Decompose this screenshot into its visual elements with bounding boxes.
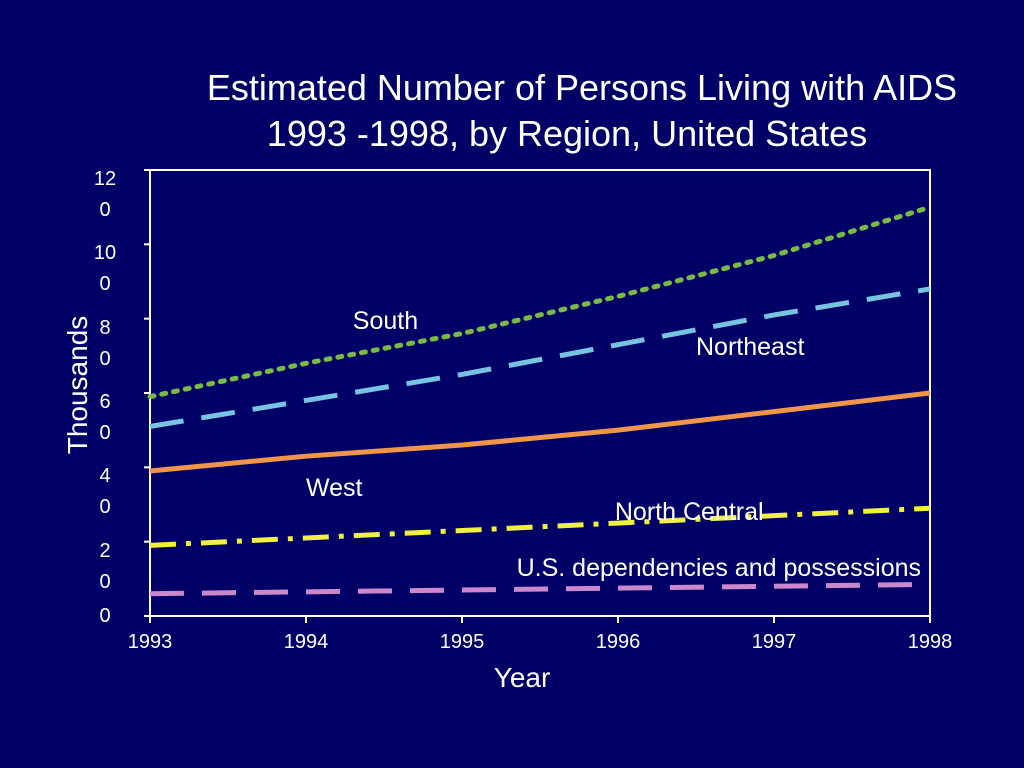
x-tick-label: 1994 xyxy=(283,631,329,653)
series-label-northeast: Northeast xyxy=(696,332,805,361)
series-line-west xyxy=(149,390,931,474)
y-tick-label: 12 0 xyxy=(93,168,117,221)
y-tick-label: 4 0 xyxy=(99,465,111,519)
x-tick-label: 1997 xyxy=(751,631,797,653)
y-tick-label: 8 0 xyxy=(99,316,111,370)
series-label-u-s-dependencies-and-possessions: U.S. dependencies and possessions xyxy=(516,553,922,582)
y-tick-label: 10 0 xyxy=(93,242,117,296)
y-tick-label: 6 0 xyxy=(99,391,111,444)
series-label-west: West xyxy=(306,473,363,502)
plot-frame xyxy=(149,169,931,617)
x-tick-label: 1993 xyxy=(127,631,173,653)
x-tick-label: 1998 xyxy=(907,631,953,653)
x-tick-label: 1995 xyxy=(439,631,485,653)
y-tick-label: 2 0 xyxy=(99,539,111,593)
series-line-north-central xyxy=(149,505,931,548)
series-line-south xyxy=(147,204,933,400)
x-axis-label: Year xyxy=(493,662,551,693)
series-line-u-s-dependencies-and-possessions xyxy=(149,581,931,597)
chart-title-line-2: 1993 -1998, by Region, United States xyxy=(266,113,868,154)
chart-title-line-1: Estimated Number of Persons Living with … xyxy=(206,67,958,108)
x-tick-label: 1996 xyxy=(595,631,641,653)
series-label-south: South xyxy=(352,306,419,335)
y-tick-label: 0 xyxy=(99,605,111,627)
y-axis-label: Thousands xyxy=(62,315,93,455)
series-line-northeast xyxy=(149,286,931,429)
series-label-north-central: North Central xyxy=(614,497,764,526)
